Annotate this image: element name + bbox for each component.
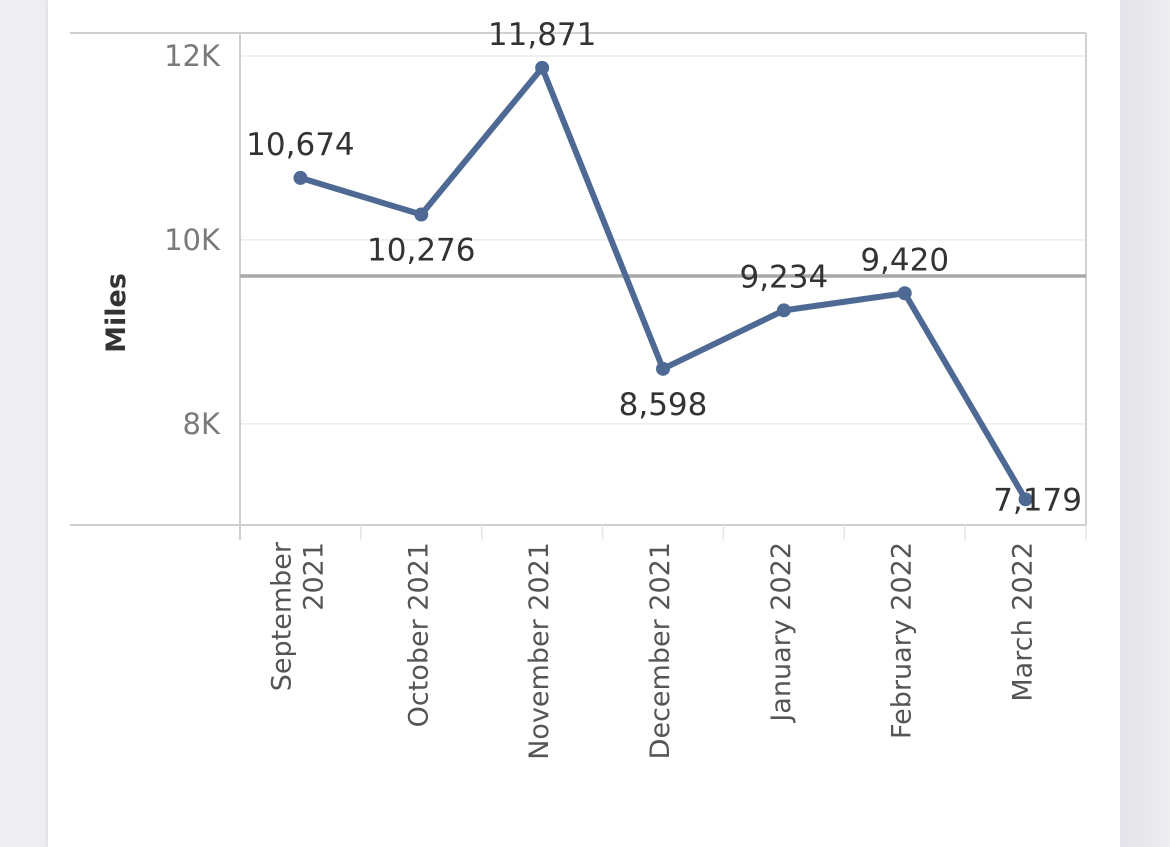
x-tick-label-group: January 2022: [766, 542, 797, 724]
data-label: 10,674: [246, 127, 354, 163]
y-axis-ticks: 8K 10K 12K: [164, 39, 221, 441]
data-point: [1018, 492, 1033, 507]
data-point: [776, 303, 791, 318]
series-line-group: [297, 64, 1029, 503]
series-line: [297, 64, 1029, 503]
data-point: [414, 207, 429, 222]
data-label: 9,234: [739, 259, 828, 295]
data-label: 8,598: [619, 387, 708, 423]
gridlines: [240, 55, 1086, 425]
data-labels: 10,674 10,276 11,871 8,598 9,234 9,420 7,179: [246, 17, 1082, 518]
x-tick-label-group: October 2021: [403, 542, 434, 727]
x-tick-label-group: February 2022: [887, 542, 918, 739]
data-label: 9,420: [860, 242, 949, 278]
x-tick-label: February 2022: [887, 542, 918, 739]
y-tick-label: 12K: [164, 39, 221, 73]
y-tick-label: 8K: [183, 407, 221, 441]
y-tick-label: 10K: [164, 223, 221, 257]
data-point: [535, 60, 550, 75]
x-tick-label-group: November 2021: [524, 542, 555, 760]
x-tick-label-group: December 2021: [645, 542, 676, 759]
x-tick-label: November 2021: [524, 542, 555, 760]
data-label: 11,871: [488, 17, 596, 53]
data-point: [293, 170, 308, 185]
x-tick-label: September: [266, 541, 297, 691]
data-label: 7,179: [993, 482, 1082, 518]
data-point: [897, 286, 912, 301]
x-tick-label: January 2022: [766, 542, 797, 724]
y-axis-title: Miles: [101, 273, 132, 353]
window-left-edge: [0, 0, 48, 847]
data-point: [656, 361, 670, 376]
x-tick-label: December 2021: [645, 542, 676, 759]
x-tick-label: 2021: [298, 542, 329, 611]
x-axis-ticks: September 2021 October 2021 November 2021 De…: [266, 541, 1038, 760]
x-tick-label-group: September 2021: [266, 541, 329, 691]
x-tick-label: March 2022: [1008, 542, 1039, 702]
data-points: [293, 60, 1033, 507]
data-label: 10,276: [367, 233, 475, 269]
x-tick-label: October 2021: [403, 542, 434, 727]
axes: [70, 32, 1087, 540]
x-tick-label-group: March 2022: [1008, 542, 1039, 702]
window-right-edge: [1120, 0, 1170, 847]
